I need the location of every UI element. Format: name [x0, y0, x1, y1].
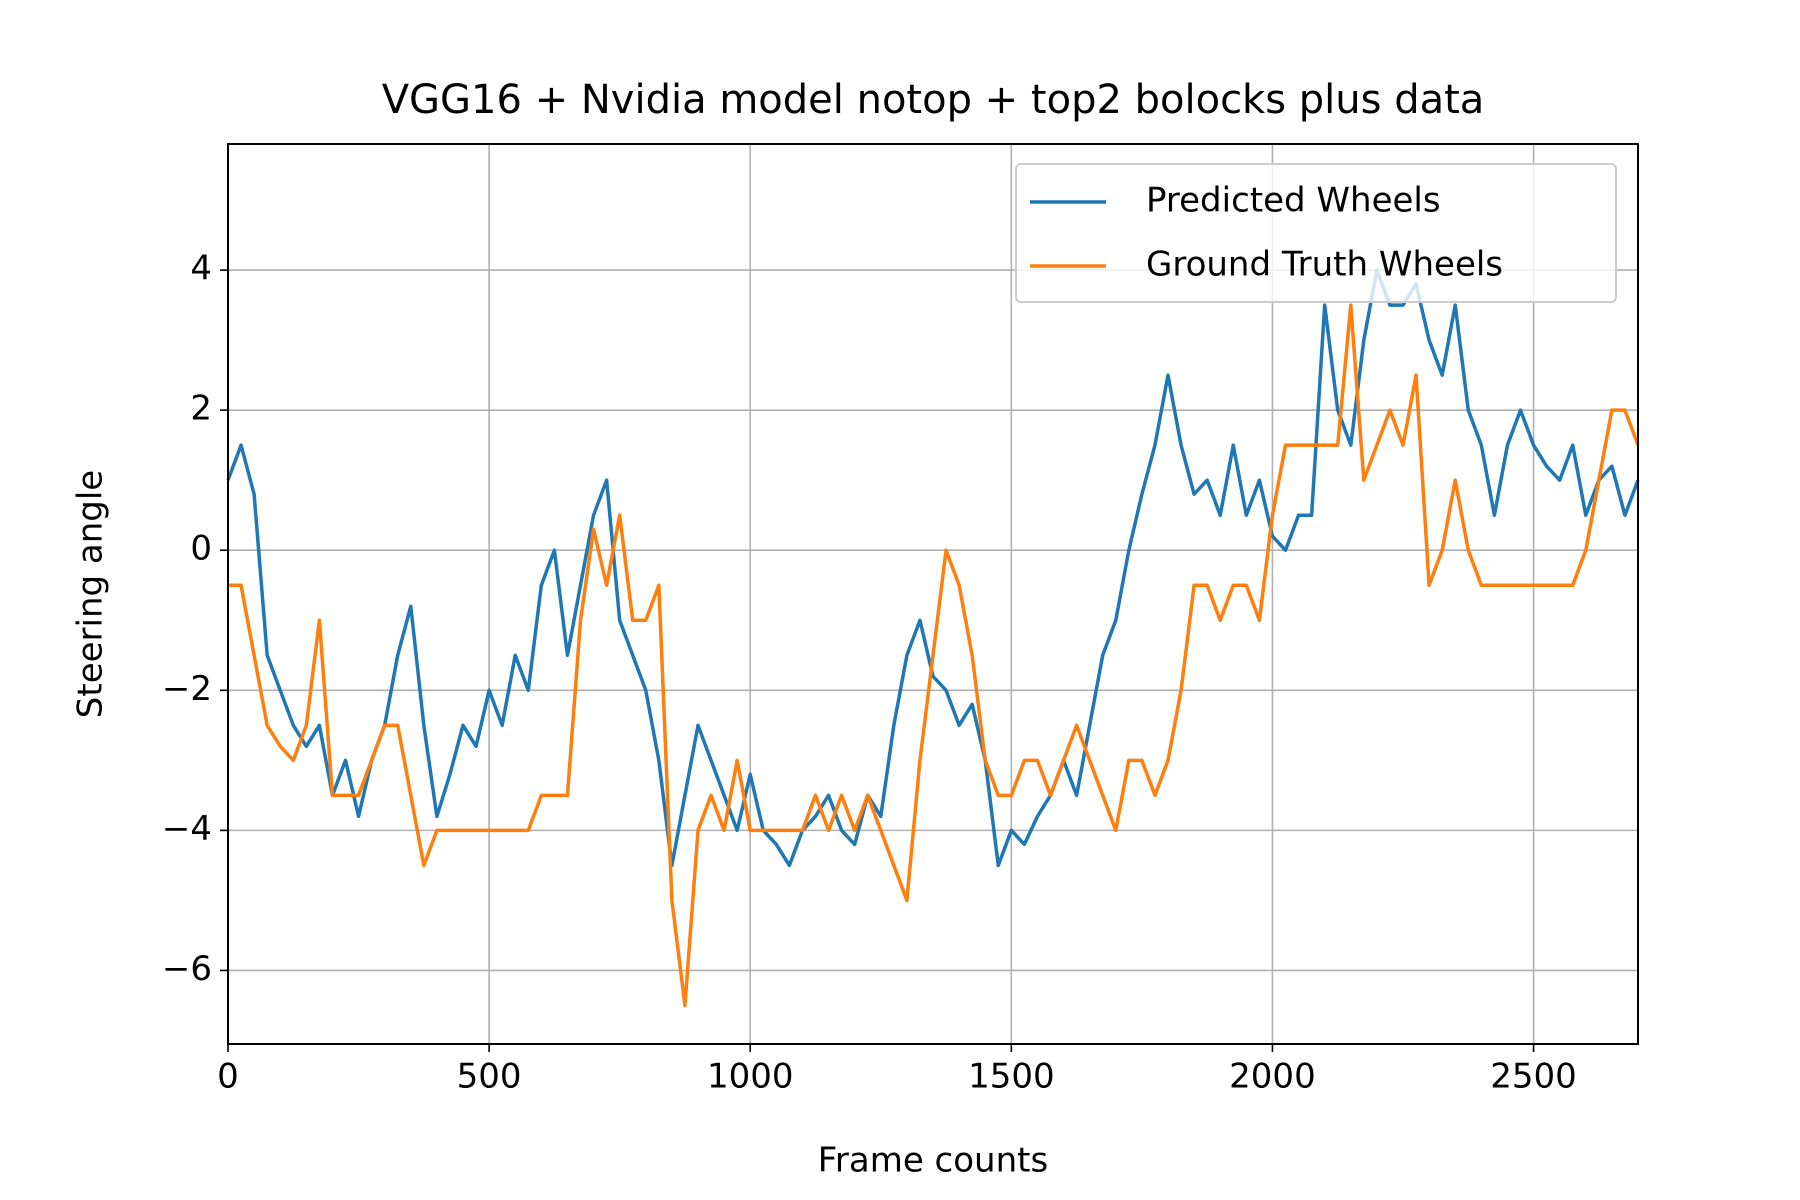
data-line: [228, 303, 1640, 1008]
legend-box: [1015, 163, 1617, 303]
legend-label: Predicted Wheels: [1146, 181, 1441, 221]
y-tick-label: 2: [190, 389, 212, 429]
x-axis-label: Frame counts: [818, 1141, 1048, 1181]
y-tick-label: 4: [190, 249, 212, 289]
x-tick-label: 500: [457, 1057, 522, 1097]
y-tick-label: −4: [162, 809, 212, 849]
y-tick-label: −6: [162, 949, 212, 989]
y-tick-label: 0: [190, 529, 212, 569]
x-tick-label: 0: [217, 1057, 239, 1097]
chart-title: VGG16 + Nvidia model notop + top2 bolock…: [382, 77, 1485, 123]
y-tick-label: −2: [162, 669, 212, 709]
legend-label: Ground Truth Wheels: [1146, 245, 1503, 285]
x-tick-label: 1500: [968, 1057, 1055, 1097]
legend: Predicted Wheels Ground Truth Wheels: [1015, 163, 1617, 303]
data-line: [226, 268, 1640, 868]
x-tick-label: 2500: [1490, 1057, 1577, 1097]
x-tick-label: 1000: [707, 1057, 794, 1097]
plot-frame: [227, 143, 1639, 1045]
x-tick-label: 2000: [1229, 1057, 1316, 1097]
y-axis-label: Steering angle: [71, 470, 111, 718]
